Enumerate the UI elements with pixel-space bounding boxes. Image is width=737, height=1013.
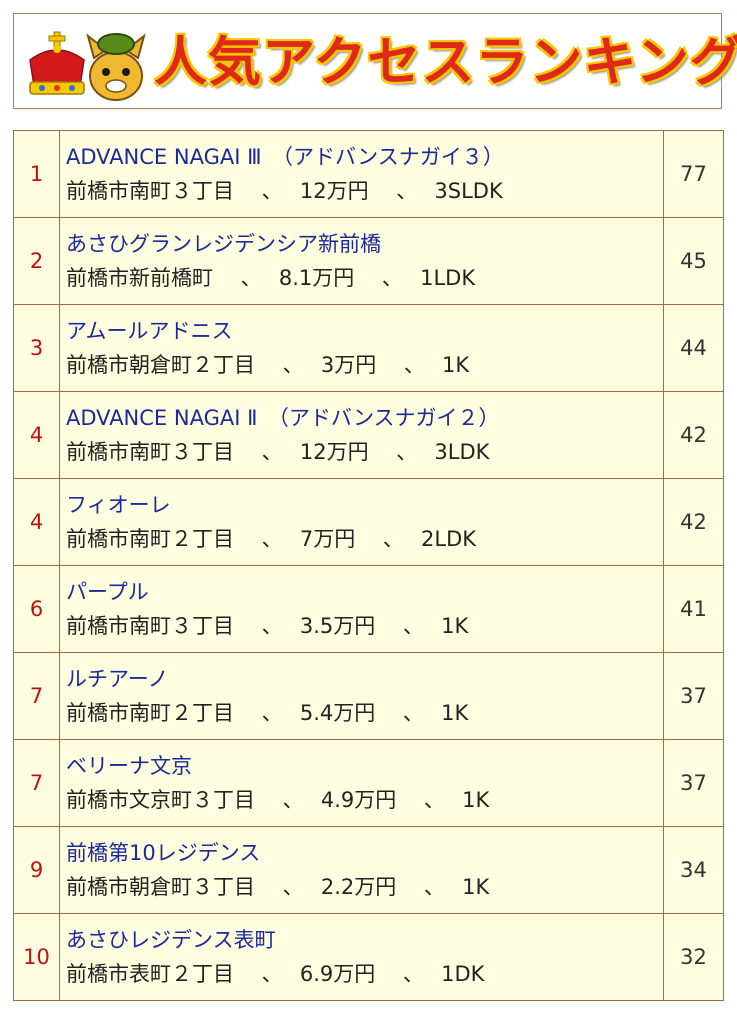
property-detail: 前橋市南町３丁目 、 3.5万円 、 1K — [66, 614, 469, 638]
property-detail: 前橋市朝倉町３丁目 、 2.2万円 、 1K — [66, 875, 490, 899]
ranking-table: 1 ADVANCE NAGAI Ⅲ （アドバンスナガイ３） 前橋市南町３丁目 、 1… — [13, 130, 724, 1001]
access-count: 37 — [663, 739, 724, 827]
rank-number: 10 — [13, 913, 60, 1001]
ranking-row: 9 前橋第10レジデンス 前橋市朝倉町３丁目 、 2.2万円 、 1K 34 — [13, 826, 724, 914]
property-info: パープル前橋市南町３丁目 、 3.5万円 、 1K — [59, 565, 664, 653]
ranking-row: 7 ルチアーノ 前橋市南町２丁目 、 5.4万円 、 1K 37 — [13, 652, 724, 740]
ranking-row: 10 あさひレジデンス表町 前橋市表町２丁目 、 6.9万円 、 1DK 32 — [13, 913, 724, 1001]
property-name-link[interactable]: あさひレジデンス表町 — [66, 928, 276, 952]
property-detail: 前橋市南町２丁目 、 7万円 、 2LDK — [66, 527, 477, 551]
property-detail: 前橋市南町３丁目 、 12万円 、 3LDK — [66, 440, 490, 464]
mascot-horse-icon — [86, 33, 146, 101]
property-name-link[interactable]: アムールアドニス — [66, 319, 233, 343]
property-name-link[interactable]: パープル — [66, 580, 149, 604]
property-detail: 前橋市南町２丁目 、 5.4万円 、 1K — [66, 701, 469, 725]
property-info: ルチアーノ前橋市南町２丁目 、 5.4万円 、 1K — [59, 652, 664, 740]
rank-number: 1 — [13, 130, 60, 218]
property-name-link[interactable]: ベリーナ文京 — [66, 754, 192, 778]
property-detail: 前橋市新前橋町 、 8.1万円 、 1LDK — [66, 266, 476, 290]
rank-number: 2 — [13, 217, 60, 305]
property-info: ベリーナ文京前橋市文京町３丁目 、 4.9万円 、 1K — [59, 739, 664, 827]
property-detail: 前橋市文京町３丁目 、 4.9万円 、 1K — [66, 788, 490, 812]
property-detail: 前橋市南町３丁目 、 12万円 、 3SLDK — [66, 179, 503, 203]
rank-number: 7 — [13, 652, 60, 740]
property-detail: 前橋市朝倉町２丁目 、 3万円 、 1K — [66, 353, 470, 377]
ranking-row: 2 あさひグランレジデンシア新前橋 前橋市新前橋町 、 8.1万円 、 1LDK 45 — [13, 217, 724, 305]
property-info: あさひレジデンス表町前橋市表町２丁目 、 6.9万円 、 1DK — [59, 913, 664, 1001]
property-name-link[interactable]: 前橋第10レジデンス — [66, 841, 261, 865]
property-name-link[interactable]: ADVANCE NAGAI Ⅱ （アドバンスナガイ２） — [66, 406, 500, 430]
property-name-link[interactable]: あさひグランレジデンシア新前橋 — [66, 232, 381, 256]
property-info: 前橋第10レジデンス前橋市朝倉町３丁目 、 2.2万円 、 1K — [59, 826, 664, 914]
ranking-row: 7 ベリーナ文京 前橋市文京町３丁目 、 4.9万円 、 1K 37 — [13, 739, 724, 827]
access-count: 34 — [663, 826, 724, 914]
access-count: 41 — [663, 565, 724, 653]
ranking-row: 6 パープル 前橋市南町３丁目 、 3.5万円 、 1K 41 — [13, 565, 724, 653]
property-info: ADVANCE NAGAI Ⅲ （アドバンスナガイ３） 前橋市南町３丁目 、 12… — [59, 130, 664, 218]
property-name-link[interactable]: ルチアーノ — [66, 667, 169, 691]
rank-number: 3 — [13, 304, 60, 392]
rank-number: 7 — [13, 739, 60, 827]
property-info: あさひグランレジデンシア新前橋前橋市新前橋町 、 8.1万円 、 1LDK — [59, 217, 664, 305]
access-count: 45 — [663, 217, 724, 305]
access-count: 77 — [663, 130, 724, 218]
crown-icon — [29, 31, 85, 95]
ranking-row: 1 ADVANCE NAGAI Ⅲ （アドバンスナガイ３） 前橋市南町３丁目 、 1… — [13, 130, 724, 218]
ranking-row: 3 アムールアドニス 前橋市朝倉町２丁目 、 3万円 、 1K 44 — [13, 304, 724, 392]
access-count: 42 — [663, 478, 724, 566]
rank-number: 4 — [13, 478, 60, 566]
property-info: ADVANCE NAGAI Ⅱ （アドバンスナガイ２） 前橋市南町３丁目 、 12… — [59, 391, 664, 479]
ranking-banner: 人気アクセスランキング — [13, 13, 737, 109]
ranking-row: 4 フィオーレ 前橋市南町２丁目 、 7万円 、 2LDK 42 — [13, 478, 724, 566]
property-info: アムールアドニス前橋市朝倉町２丁目 、 3万円 、 1K — [59, 304, 664, 392]
rank-number: 4 — [13, 391, 60, 479]
access-count: 37 — [663, 652, 724, 740]
property-info: フィオーレ前橋市南町２丁目 、 7万円 、 2LDK — [59, 478, 664, 566]
access-count: 44 — [663, 304, 724, 392]
ranking-list: 1 ADVANCE NAGAI Ⅲ （アドバンスナガイ３） 前橋市南町３丁目 、 1… — [13, 130, 724, 1001]
banner-title: 人気アクセスランキング — [154, 32, 737, 93]
access-count: 32 — [663, 913, 724, 1001]
rank-number: 9 — [13, 826, 60, 914]
access-count: 42 — [663, 391, 724, 479]
ranking-row: 4 ADVANCE NAGAI Ⅱ （アドバンスナガイ２） 前橋市南町３丁目 、 1… — [13, 391, 724, 479]
property-name-link[interactable]: ADVANCE NAGAI Ⅲ （アドバンスナガイ３） — [66, 145, 504, 169]
rank-number: 6 — [13, 565, 60, 653]
property-detail: 前橋市表町２丁目 、 6.9万円 、 1DK — [66, 962, 485, 986]
property-name-link[interactable]: フィオーレ — [66, 493, 171, 517]
